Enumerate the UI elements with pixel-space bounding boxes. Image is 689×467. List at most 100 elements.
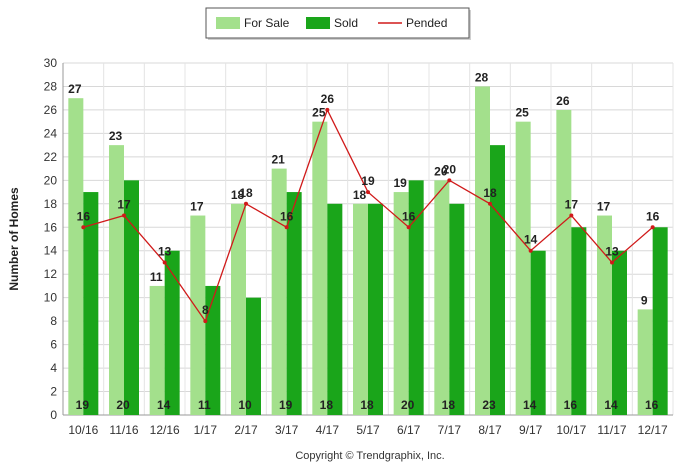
data-label-sold: 11 <box>198 398 211 412</box>
pended-point <box>447 178 452 183</box>
x-tick-label: 9/17 <box>519 423 543 437</box>
data-label-sold: 16 <box>564 398 578 412</box>
data-label-for-sale: 18 <box>353 188 367 202</box>
bar-for-sale <box>68 98 84 415</box>
x-tick-label: 11/16 <box>109 423 138 437</box>
y-tick-label: 12 <box>44 267 58 281</box>
data-label-pended: 16 <box>646 209 660 223</box>
bar-sold <box>368 203 383 415</box>
legend-label: Sold <box>334 16 358 30</box>
legend-swatch <box>306 17 330 29</box>
data-label-for-sale: 17 <box>190 200 204 214</box>
data-label-sold: 18 <box>442 398 456 412</box>
data-label-for-sale: 20 <box>434 164 448 178</box>
data-label-for-sale: 28 <box>475 70 489 84</box>
y-tick-label: 6 <box>50 338 57 352</box>
pended-point <box>203 319 208 324</box>
data-label-pended: 13 <box>605 244 619 258</box>
y-tick-label: 10 <box>44 291 58 305</box>
data-label-for-sale: 27 <box>68 82 82 96</box>
pended-point <box>366 190 370 195</box>
data-label-sold: 20 <box>401 398 415 412</box>
data-label-for-sale: 19 <box>393 176 407 190</box>
bar-for-sale <box>637 309 653 415</box>
data-label-sold: 18 <box>320 398 334 412</box>
y-tick-label: 20 <box>44 173 58 187</box>
bar-sold <box>530 250 546 415</box>
data-label-pended: 16 <box>77 209 91 223</box>
legend-label: Pended <box>406 16 447 30</box>
bar-sold <box>286 192 302 415</box>
y-axis-label: Number of Homes <box>7 187 21 291</box>
x-tick-label: 10/16 <box>68 423 98 437</box>
bar-sold <box>571 227 587 415</box>
bar-for-sale <box>597 215 612 415</box>
data-label-pended: 16 <box>280 209 294 223</box>
data-label-pended: 20 <box>443 162 457 176</box>
x-tick-label: 3/17 <box>275 423 299 437</box>
data-label-sold: 23 <box>482 398 496 412</box>
data-label-for-sale: 23 <box>109 129 123 143</box>
data-label-pended: 18 <box>483 186 497 200</box>
x-tick-label: 11/17 <box>597 423 626 437</box>
pended-point <box>610 260 614 265</box>
data-label-for-sale: 11 <box>150 270 163 284</box>
y-tick-label: 4 <box>50 361 57 375</box>
data-label-pended: 13 <box>158 244 172 258</box>
pended-point <box>122 213 126 218</box>
data-label-for-sale: 18 <box>231 188 245 202</box>
data-label-pended: 26 <box>321 92 335 106</box>
pended-point <box>162 260 167 265</box>
data-label-for-sale: 25 <box>515 106 529 120</box>
x-tick-label: 10/17 <box>556 423 586 437</box>
pended-point <box>650 225 655 230</box>
y-tick-label: 30 <box>44 56 58 70</box>
bar-sold <box>327 203 343 415</box>
bar-for-sale <box>393 192 409 415</box>
x-tick-label: 7/17 <box>438 423 462 437</box>
bar-for-sale <box>149 285 165 415</box>
y-tick-label: 28 <box>44 79 58 93</box>
bar-sold <box>408 180 424 415</box>
bar-for-sale <box>353 203 368 415</box>
data-label-sold: 14 <box>604 398 618 412</box>
data-label-sold: 20 <box>116 398 130 412</box>
data-label-for-sale: 21 <box>271 153 285 167</box>
data-label-sold: 19 <box>76 398 90 412</box>
data-label-pended: 18 <box>239 186 253 200</box>
bar-sold <box>612 250 627 415</box>
data-label-pended: 14 <box>524 233 538 247</box>
pended-point <box>81 225 86 230</box>
bar-for-sale <box>231 203 246 415</box>
data-label-sold: 14 <box>523 398 537 412</box>
pended-point <box>284 225 289 230</box>
y-tick-label: 24 <box>44 126 58 140</box>
y-tick-label: 16 <box>44 220 58 234</box>
bar-for-sale <box>109 145 124 415</box>
x-tick-label: 2/17 <box>234 423 258 437</box>
x-tick-label: 5/17 <box>356 423 380 437</box>
y-tick-label: 14 <box>44 244 58 258</box>
bar-sold <box>164 250 180 415</box>
bar-sold <box>83 192 99 415</box>
bar-sold <box>246 297 261 415</box>
bar-sold <box>124 180 139 415</box>
x-tick-label: 1/17 <box>194 423 218 437</box>
data-label-pended: 16 <box>402 209 416 223</box>
data-label-sold: 19 <box>279 398 293 412</box>
data-label-sold: 16 <box>645 398 659 412</box>
x-tick-label: 12/17 <box>638 423 668 437</box>
legend-label: For Sale <box>244 16 290 30</box>
bar-for-sale <box>434 180 450 415</box>
pended-point <box>569 213 574 218</box>
y-tick-label: 26 <box>44 103 58 117</box>
legend-swatch <box>216 17 240 29</box>
data-label-sold: 10 <box>238 398 252 412</box>
legend-box <box>205 7 470 39</box>
x-tick-label: 12/16 <box>150 423 180 437</box>
x-tick-label: 4/17 <box>316 423 340 437</box>
y-tick-label: 18 <box>44 197 58 211</box>
pended-point <box>528 248 533 253</box>
bar-for-sale <box>190 215 206 415</box>
